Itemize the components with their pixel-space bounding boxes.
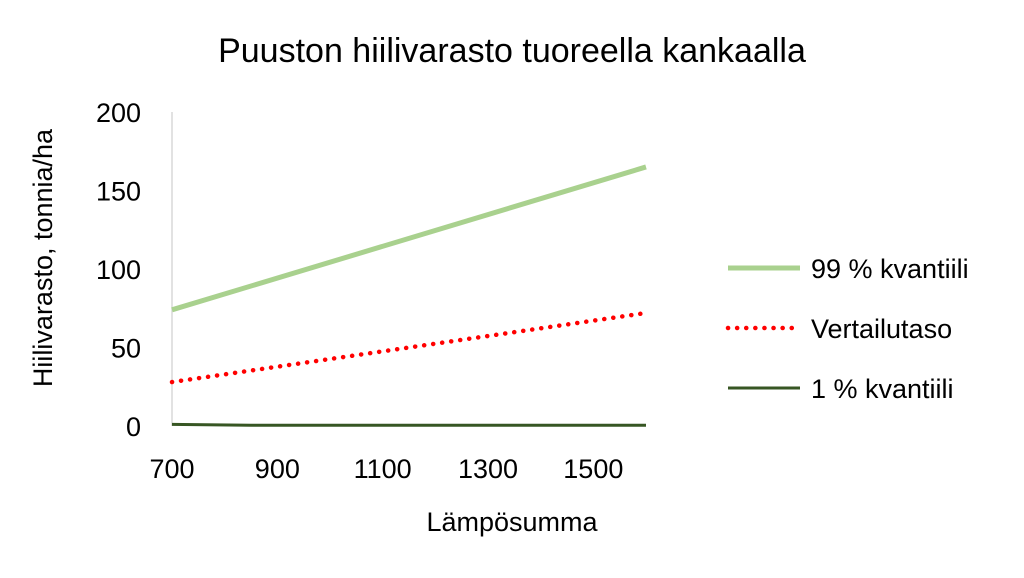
y-tick-labels: 0 50 100 150 200 <box>96 98 141 442</box>
y-tick-label: 150 <box>96 177 141 207</box>
y-tick-label: 0 <box>126 412 141 442</box>
x-axis-label: Lämpösumma <box>426 507 598 537</box>
x-tick-label: 700 <box>149 454 194 484</box>
y-tick-label: 50 <box>111 334 141 364</box>
series-line-2 <box>169 310 649 385</box>
legend-label: 99 % kvantiili <box>811 254 969 284</box>
x-tick-labels: 700 900 1100 1300 1500 <box>149 454 623 484</box>
chart-title: Puuston hiilivarasto tuoreella kankaalla <box>218 32 806 70</box>
series-line-3 <box>171 422 646 427</box>
legend-label: 1 % kvantiili <box>811 374 954 404</box>
y-tick-label: 100 <box>96 255 141 285</box>
y-tick-label: 200 <box>96 98 141 128</box>
legend: 99 % kvantiili Vertailutaso 1 % kvantiili <box>725 254 969 404</box>
x-tick-label: 900 <box>255 454 300 484</box>
x-tick-label: 1500 <box>563 454 623 484</box>
plot-area <box>169 164 649 427</box>
series-line-1 <box>171 164 647 313</box>
x-tick-label: 1300 <box>458 454 518 484</box>
y-axis-label: Hiilivarasto, tonnia/ha <box>28 128 58 387</box>
x-tick-label: 1100 <box>354 454 412 484</box>
legend-label: Vertailutaso <box>811 314 952 344</box>
